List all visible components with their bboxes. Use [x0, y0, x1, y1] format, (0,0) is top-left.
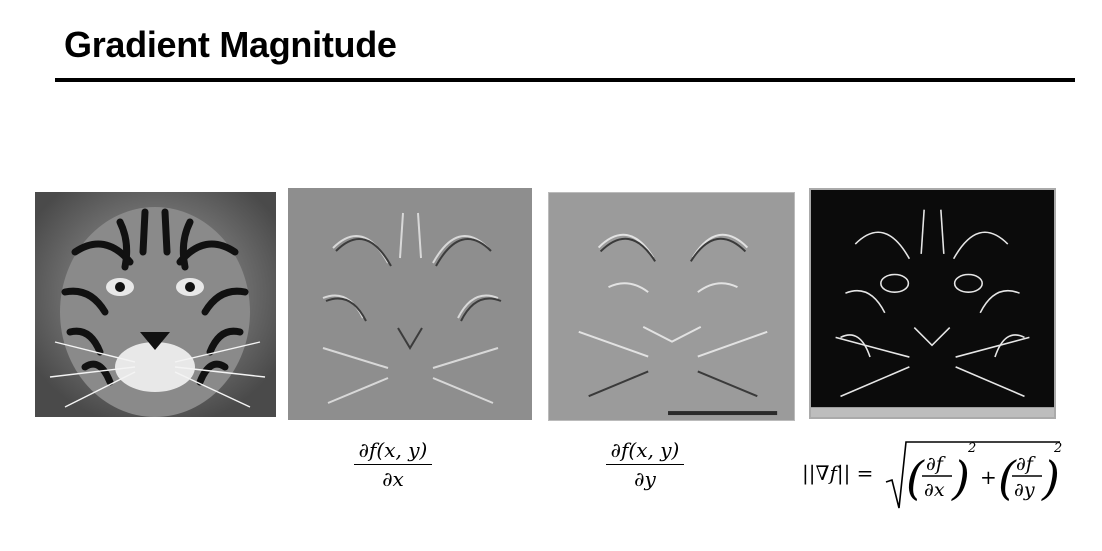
- original-tiger-image: [35, 192, 276, 417]
- radical-sign: [885, 441, 1060, 509]
- x-derivative-image: [288, 188, 532, 420]
- y-derivative-graphic: [549, 193, 794, 420]
- term1-denominator: ∂x: [924, 479, 945, 501]
- magnitude-formula-graphic: ||∇f|| = ( ∂f ∂x ) 2 + ( ∂f ∂y ) 2: [802, 441, 1062, 509]
- gradient-magnitude-graphic: [811, 190, 1054, 417]
- dy-denominator: ∂y: [606, 464, 684, 491]
- term2-exponent: 2: [1053, 441, 1062, 456]
- term2-denominator: ∂y: [1014, 479, 1035, 501]
- slide-title: Gradient Magnitude: [64, 24, 397, 65]
- x-derivative-graphic: [288, 188, 532, 420]
- left-paren-2: (: [998, 451, 1017, 505]
- original-tiger-graphic: [35, 192, 276, 417]
- term2-numerator: ∂f: [1016, 453, 1036, 475]
- y-derivative-image: [548, 192, 795, 421]
- right-paren-2: ): [1041, 451, 1060, 505]
- magnitude-lhs: ||∇f|| =: [802, 461, 873, 486]
- y-derivative-formula: ∂f(x, y) ∂y: [606, 438, 684, 491]
- title-underline: [55, 78, 1075, 82]
- right-paren-1: ): [951, 451, 970, 505]
- dx-numerator: ∂f(x, y): [358, 438, 428, 462]
- dx-denominator: ∂x: [354, 464, 432, 491]
- left-paren-1: (: [906, 451, 925, 505]
- term1-exponent: 2: [967, 441, 976, 456]
- plus-sign: +: [980, 465, 997, 489]
- gradient-magnitude-formula: ||∇f|| = ( ∂f ∂x ) 2 + ( ∂f ∂y ) 2: [802, 436, 1062, 516]
- dy-numerator: ∂f(x, y): [610, 438, 680, 462]
- x-derivative-formula: ∂f(x, y) ∂x: [354, 438, 432, 491]
- gradient-magnitude-image: [809, 188, 1056, 419]
- term1-numerator: ∂f: [926, 453, 946, 475]
